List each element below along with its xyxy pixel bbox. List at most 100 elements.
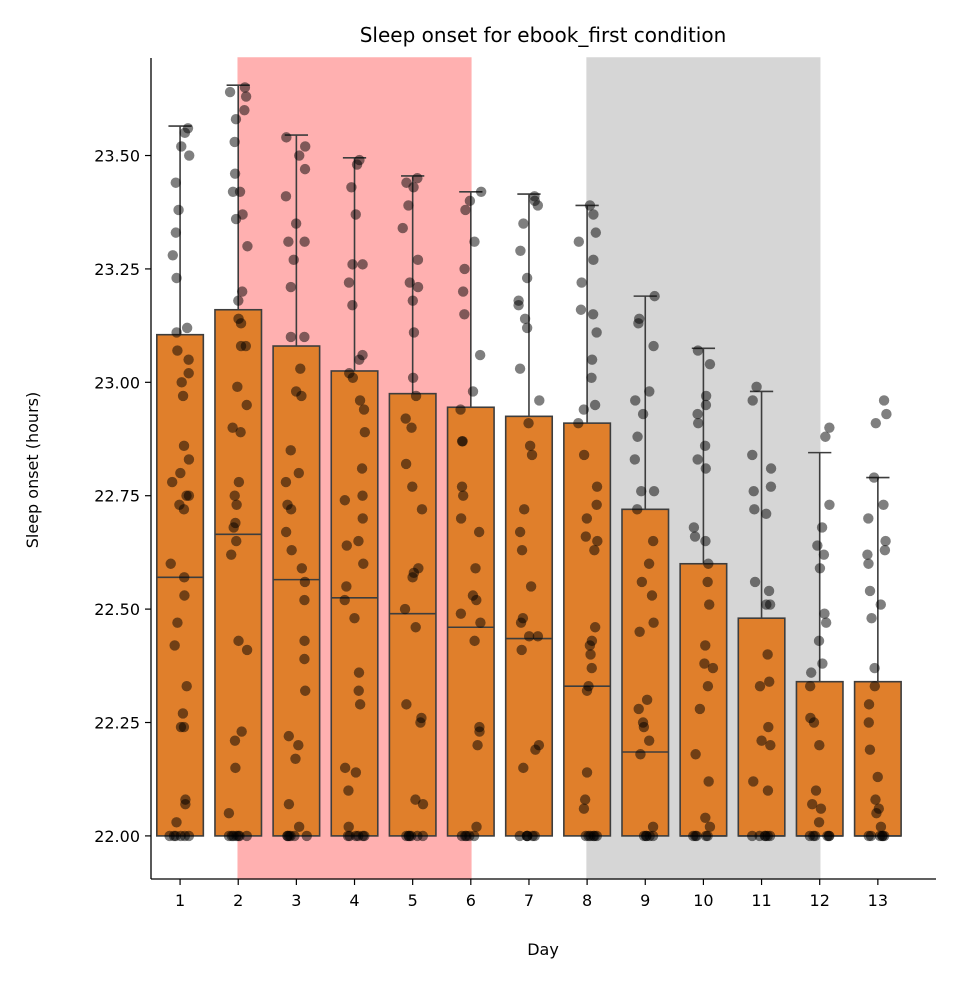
data-point-day-6: [456, 830, 468, 842]
data-point-day-5: [410, 390, 422, 402]
data-point-day-7: [533, 739, 545, 751]
data-point-day-4: [341, 581, 352, 592]
y-tick-label: 23.00: [94, 373, 140, 392]
data-point-day-13: [863, 717, 874, 728]
y-tick-label: 23.25: [94, 260, 140, 279]
data-point-day-1: [181, 681, 192, 692]
data-point-day-2: [241, 399, 252, 411]
box-day-9: [621, 508, 670, 837]
data-point-day-2: [229, 136, 240, 148]
data-point-day-8: [591, 481, 603, 492]
data-point-day-9: [635, 749, 646, 760]
data-point-day-5: [416, 504, 428, 515]
data-point-day-10: [700, 463, 711, 474]
data-point-day-2: [242, 241, 253, 252]
data-point-day-8: [583, 681, 594, 692]
data-point-day-3: [299, 331, 310, 343]
data-point-day-8: [590, 227, 602, 238]
data-point-day-2: [235, 340, 247, 352]
x-tick-label: 9: [640, 891, 650, 910]
data-point-day-7: [516, 544, 528, 556]
data-point-day-13: [872, 771, 883, 783]
data-point-day-12: [805, 712, 816, 724]
data-point-day-3: [293, 821, 305, 833]
data-point-day-13: [881, 408, 892, 420]
data-point-day-7: [519, 504, 530, 515]
data-point-day-2: [233, 313, 244, 325]
data-point-day-13: [880, 535, 891, 547]
data-point-day-7: [525, 581, 537, 592]
data-point-day-7: [524, 440, 536, 452]
data-point-day-3: [294, 150, 305, 161]
data-point-day-9: [637, 717, 649, 728]
data-point-day-4: [343, 821, 354, 833]
data-point-day-9: [641, 830, 652, 842]
data-point-day-11: [748, 776, 759, 787]
data-point-day-1: [179, 590, 190, 601]
data-point-day-9: [629, 454, 641, 465]
data-point-day-4: [357, 349, 368, 361]
data-point-day-2: [236, 286, 248, 297]
data-point-day-1: [166, 476, 178, 488]
data-point-day-5: [408, 327, 420, 338]
data-point-day-12: [818, 549, 830, 560]
x-tick-label: 13: [868, 891, 888, 910]
data-point-day-2: [233, 635, 244, 647]
data-point-day-4: [354, 699, 366, 710]
data-point-day-3: [282, 499, 293, 510]
data-point-day-4: [357, 513, 368, 524]
data-point-day-13: [878, 499, 889, 510]
data-point-day-9: [632, 504, 643, 515]
data-point-day-10: [699, 658, 710, 669]
data-point-day-12: [815, 803, 827, 814]
data-point-day-8: [578, 449, 590, 461]
data-point-day-6: [457, 286, 469, 297]
data-point-day-11: [765, 481, 777, 492]
x-tick-label: 3: [291, 891, 301, 910]
data-point-day-12: [812, 540, 823, 551]
data-points: [164, 82, 892, 842]
data-point-day-13: [875, 599, 886, 610]
data-point-day-4: [341, 540, 352, 551]
data-point-day-4: [350, 209, 361, 220]
data-point-day-9: [647, 821, 659, 833]
data-point-day-10: [703, 776, 714, 787]
data-point-day-1: [181, 490, 192, 501]
x-tick-label: 4: [349, 891, 359, 910]
data-point-day-4: [350, 767, 362, 778]
data-point-day-12: [805, 667, 817, 678]
data-point-day-2: [226, 549, 237, 560]
data-point-day-5: [404, 277, 415, 288]
data-point-day-13: [864, 585, 876, 597]
data-point-day-6: [469, 236, 480, 247]
data-point-day-12: [813, 635, 825, 647]
data-point-day-4: [353, 830, 364, 842]
data-point-day-12: [810, 785, 822, 796]
y-tick-label: 22.50: [94, 600, 140, 619]
data-point-day-8: [588, 254, 599, 266]
data-point-day-11: [751, 381, 762, 393]
data-point-day-13: [873, 803, 884, 814]
data-point-day-8: [580, 531, 592, 542]
data-point-day-4: [344, 830, 355, 842]
data-point-day-6: [473, 526, 485, 538]
data-point-day-12: [817, 658, 828, 669]
data-point-day-6: [455, 513, 467, 524]
data-point-day-6: [469, 635, 480, 647]
data-point-day-10: [699, 440, 711, 452]
data-point-day-6: [460, 204, 471, 216]
data-point-day-4: [349, 612, 360, 624]
data-point-day-8: [578, 404, 590, 415]
data-point-day-13: [869, 681, 881, 692]
data-point-day-9: [649, 290, 660, 302]
data-point-day-5: [400, 413, 411, 424]
data-point-day-3: [283, 236, 294, 247]
data-point-day-5: [403, 200, 414, 211]
data-point-day-4: [353, 535, 364, 547]
boxes: [156, 84, 902, 837]
data-point-day-10: [700, 535, 711, 547]
y-ticks: 22.00 22.25 22.50 22.75 23.00 23.25 23.50: [94, 147, 151, 846]
data-point-day-1: [183, 454, 195, 465]
data-point-day-4: [344, 368, 355, 379]
